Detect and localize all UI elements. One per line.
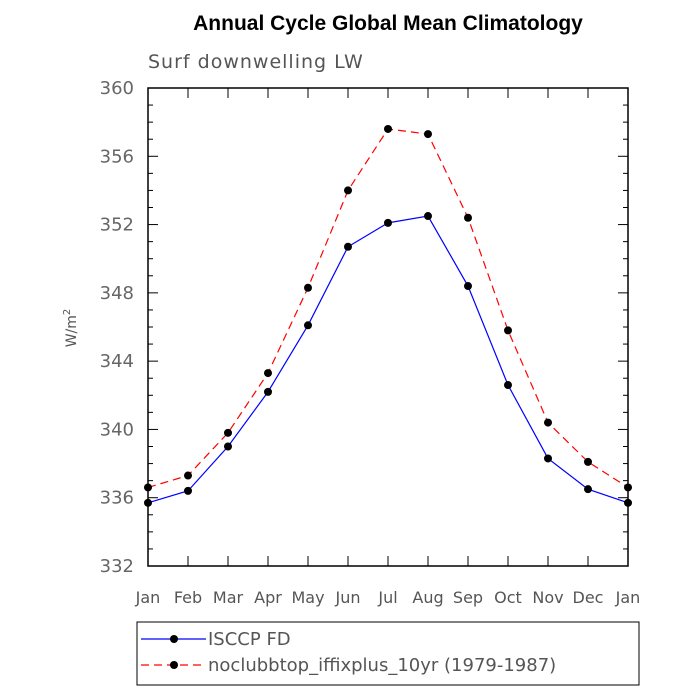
x-tick-label: Jul (377, 588, 397, 607)
y-tick-label: 340 (100, 419, 134, 440)
data-point (464, 213, 472, 222)
data-point (424, 212, 432, 221)
data-point (304, 321, 312, 330)
data-point (184, 471, 192, 480)
legend-box (136, 621, 640, 686)
legend-label: ISCCP FD (208, 629, 291, 650)
series-line (147, 215, 629, 504)
y-tick-label: 352 (100, 215, 134, 236)
x-tick-label: Feb (174, 588, 202, 607)
data-point (264, 387, 272, 396)
series-group (144, 212, 632, 507)
y-tick-label: 348 (100, 283, 134, 304)
data-point (224, 428, 232, 437)
data-point (504, 381, 512, 390)
chart-title: Annual Cycle Global Mean Climatology (193, 12, 583, 35)
x-tick-label: Mar (213, 588, 244, 607)
data-point (424, 130, 432, 139)
y-axis-label-superscript: 2 (62, 309, 73, 315)
x-tick-label: Jun (335, 588, 361, 607)
x-tick-label: Nov (532, 588, 563, 607)
data-point (584, 457, 592, 466)
y-tick-label: 336 (100, 488, 134, 509)
chart-subtitle: Surf downwelling LW (148, 51, 364, 73)
data-point (144, 498, 152, 507)
y-tick-label: 356 (100, 146, 134, 167)
data-point (584, 485, 592, 494)
series-layer (144, 124, 632, 507)
axes: 332 336 340 344 348 352 356 360 Jan Feb Mar Apr May J… (100, 78, 641, 607)
data-point (544, 418, 552, 427)
data-point (344, 242, 352, 251)
x-tick-label: Sep (453, 588, 483, 607)
data-point (624, 498, 632, 507)
data-point (384, 218, 392, 227)
x-tick-label: Apr (254, 588, 282, 607)
plot-frame (147, 87, 629, 567)
y-tick-label: 360 (100, 78, 134, 99)
x-tick-label: Jan (615, 588, 641, 607)
legend-swatch-marker (170, 661, 178, 669)
data-point (184, 486, 192, 495)
x-tick-label: Jan (135, 588, 161, 607)
series-group (144, 124, 632, 492)
x-tick-label: Aug (412, 588, 443, 607)
data-point (304, 283, 312, 292)
x-tick-label: May (291, 588, 324, 607)
data-point (544, 454, 552, 463)
legend-swatch-marker (170, 635, 178, 643)
data-point (224, 442, 232, 451)
y-tick-label: 344 (100, 351, 134, 372)
x-tick-label: Dec (573, 588, 604, 607)
data-point (624, 483, 632, 492)
x-tick-label: Oct (494, 588, 522, 607)
data-point (144, 483, 152, 492)
data-point (464, 282, 472, 291)
legend: ISCCP FD noclubbtop_iffixplus_10yr (1979-… (136, 621, 640, 686)
data-point (264, 369, 272, 378)
y-axis-label-unit: W/m (64, 315, 80, 347)
series-line (147, 128, 629, 489)
y-tick-label: 332 (100, 556, 134, 577)
legend-label: noclubbtop_iffixplus_10yr (1979-1987) (208, 655, 556, 676)
data-point (344, 186, 352, 195)
y-axis-label: W/m2 (62, 309, 80, 348)
data-point (504, 326, 512, 335)
data-point (384, 124, 392, 133)
